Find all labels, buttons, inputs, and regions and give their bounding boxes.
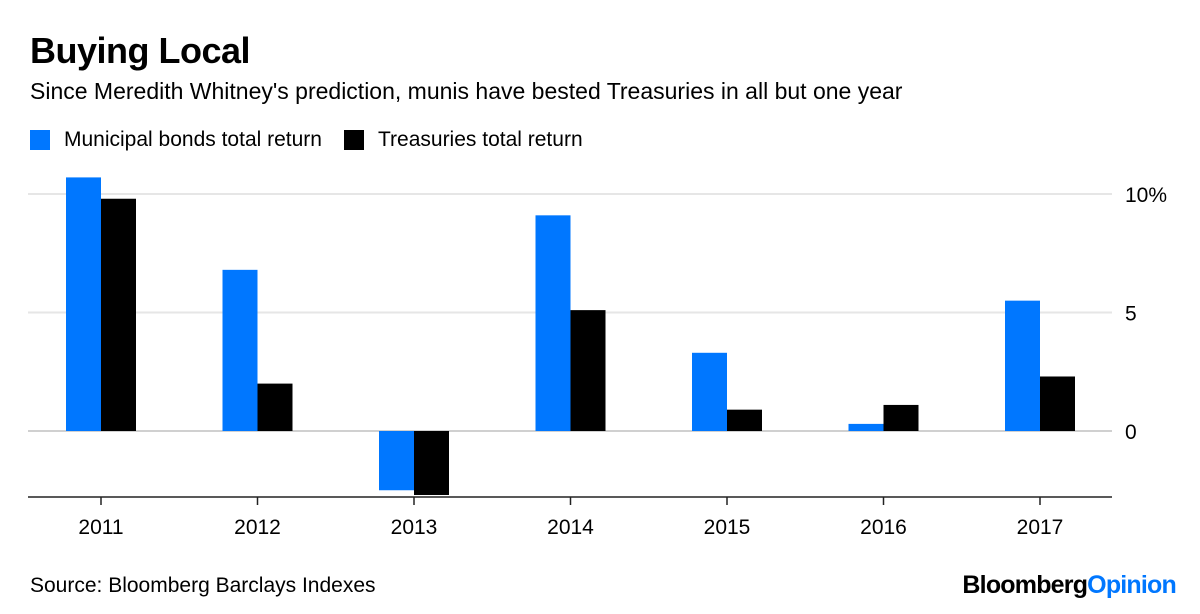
bar-chart: 0 5 10% 2011 2012 2013 2014 2015 2016 2017 bbox=[28, 177, 1167, 539]
legend-swatch-munis bbox=[30, 130, 50, 150]
y-tick-label-0: 0 bbox=[1125, 421, 1137, 444]
bar-munis-2016 bbox=[848, 423, 884, 431]
bar-treasuries-2016 bbox=[883, 404, 919, 431]
legend: Municipal bonds total return Treasuries … bbox=[30, 128, 605, 152]
x-tick-label-2014: 2014 bbox=[547, 516, 594, 539]
bar-treasuries-2017 bbox=[1040, 376, 1075, 431]
bar-treasuries-2012 bbox=[257, 383, 293, 431]
brand-logo-part2: Opinion bbox=[1087, 571, 1177, 599]
bar-treasuries-2015 bbox=[727, 409, 762, 431]
x-tick-label-2017: 2017 bbox=[1017, 516, 1064, 539]
y-tick-label-5: 5 bbox=[1125, 303, 1137, 326]
bar-treasuries-2013 bbox=[414, 431, 449, 495]
brand-logo: BloombergOpinion bbox=[962, 571, 1176, 600]
legend-item-treasuries: Treasuries total return bbox=[343, 128, 583, 152]
chart-subtitle: Since Meredith Whitney's prediction, mun… bbox=[30, 78, 903, 104]
x-tick-label-2013: 2013 bbox=[391, 516, 438, 539]
legend-item-munis: Municipal bonds total return bbox=[30, 128, 322, 152]
source-note: Source: Bloomberg Barclays Indexes bbox=[30, 574, 376, 597]
bar-treasuries-2014 bbox=[570, 310, 606, 431]
legend-label-treasuries: Treasuries total return bbox=[377, 128, 583, 151]
bar-munis-2015 bbox=[692, 352, 727, 431]
x-tick-label-2011: 2011 bbox=[78, 516, 123, 539]
x-tick-label-2015: 2015 bbox=[704, 516, 751, 539]
bar-treasuries-2011 bbox=[101, 198, 136, 431]
y-tick-label-10: 10% bbox=[1125, 184, 1167, 207]
bar-munis-2012 bbox=[222, 269, 258, 431]
bar-munis-2011 bbox=[66, 177, 101, 431]
brand-logo-part1: Bloomberg bbox=[962, 571, 1088, 599]
x-tick-label-2016: 2016 bbox=[860, 516, 907, 539]
bar-munis-2013 bbox=[379, 431, 414, 491]
legend-label-munis: Municipal bonds total return bbox=[64, 128, 322, 151]
legend-swatch-treasuries bbox=[343, 130, 364, 150]
x-tick-label-2012: 2012 bbox=[234, 516, 281, 539]
bar-munis-2014 bbox=[535, 215, 571, 431]
bar-munis-2017 bbox=[1005, 300, 1040, 431]
chart-title: Buying Local bbox=[30, 30, 251, 71]
